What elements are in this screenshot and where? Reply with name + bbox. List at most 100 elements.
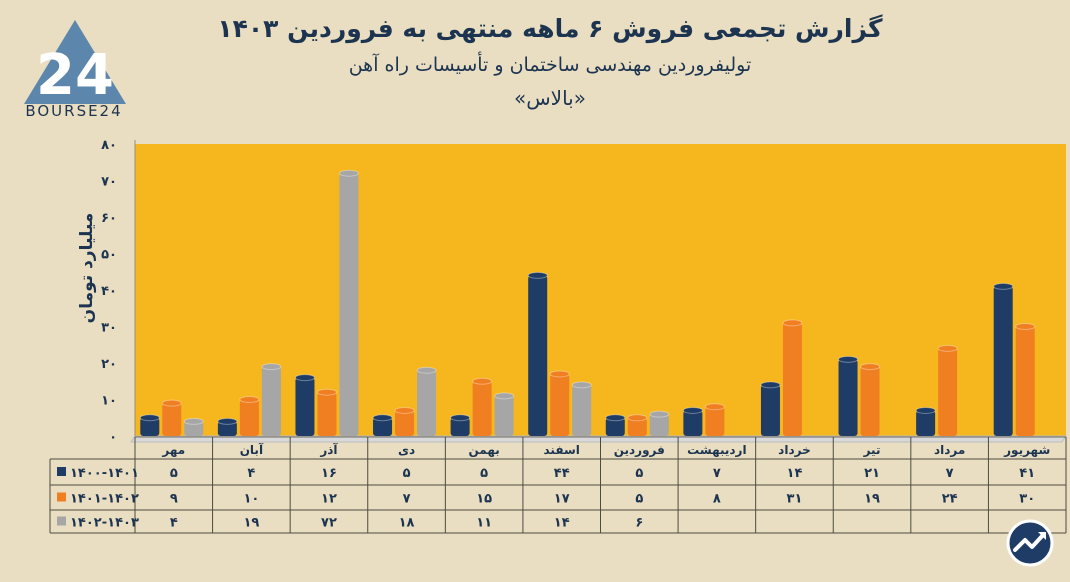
data-label: ۱۴ [554,516,570,531]
category-label: آبان [240,442,264,457]
data-label: ۷ [403,492,411,507]
data-label: ۷۲ [321,516,337,531]
bar [627,417,647,436]
logo-triangle-icon: 24 [24,20,126,108]
bar-top [494,392,515,400]
data-label: ۱۹ [243,516,259,531]
bar [916,410,936,436]
bar-top [416,366,437,374]
bar-top [338,169,359,177]
chart-title: گزارش تجمعی فروش ۶ ماهه منتهی به فروردین… [217,14,883,43]
category-label: اردیبهشت [687,443,746,457]
data-label: ۸ [713,492,721,507]
bar [550,373,570,436]
logo-text: BOURSE24 [25,102,123,120]
bar-top [316,388,337,396]
category-label: خرداد [778,443,811,457]
bar-top [838,355,859,363]
category-label: شهریور [1003,443,1050,458]
data-label: ۴۱ [1019,466,1035,481]
data-label: ۴ [170,516,178,531]
category-label: مرداد [934,443,965,457]
y-tick-label: ۲۰ [101,357,117,372]
bourse24-logo: 24 [20,16,130,124]
bar [572,384,592,436]
bar [760,384,780,436]
bar-top [549,370,570,378]
bar-top [372,414,393,422]
bar-top [993,282,1014,290]
data-label: ۷ [713,466,721,481]
data-label: ۶ [635,516,643,531]
bar [472,381,492,436]
data-label: ۵ [480,466,488,481]
bar-top [450,414,471,422]
bar [295,377,315,436]
plot-area [135,144,1066,436]
legend-swatch [57,492,66,502]
bar [217,421,237,436]
legend-label: ۱۴۰۱-۱۴۰۲ [70,492,139,507]
category-label: بهمن [468,443,499,457]
category-label: اسفند [544,443,580,457]
bar-top [627,414,648,422]
data-label: ۱۹ [864,492,880,507]
bar [860,366,880,436]
bar-top [294,374,315,382]
bar [705,406,725,436]
bar [339,173,359,436]
bar-top [605,414,626,422]
logo-mark: 24 [36,43,114,108]
bar-top [261,363,282,371]
data-label: ۱۵ [476,492,492,507]
y-tick-label: ۶۰ [101,211,117,226]
y-tick-label: ۴۰ [101,284,117,299]
data-label: ۱۷ [554,492,570,507]
bar [373,417,393,436]
data-label: ۱۱ [476,516,492,531]
bar-top [1015,323,1036,330]
y-tick-label: ۰ [109,430,117,445]
company-name: تولیفروردین مهندسی ساختمان و تأسیسات راه… [348,54,752,76]
bar [1015,326,1035,436]
bar [683,410,703,436]
data-label: ۱۶ [321,466,337,481]
data-label: ۹ [170,492,178,507]
bar [162,403,182,436]
bar [605,417,625,436]
ticker-symbol: «بالاس» [514,86,586,110]
data-label: ۱۰ [243,492,259,507]
bar-top [217,417,238,425]
bar [239,399,259,436]
bar-top [239,396,260,403]
bar [494,395,514,436]
bar-top [161,399,182,407]
bar-top [782,319,803,327]
y-tick-label: ۷۰ [101,175,117,190]
bar-top [472,377,493,385]
bar [395,410,415,436]
bar-top [915,406,936,414]
y-tick-label: ۵۰ [101,248,117,263]
bar [317,392,337,436]
bar [417,370,437,436]
legend-label: ۱۴۰۲-۱۴۰۳ [70,516,139,531]
data-label: ۷ [946,466,954,481]
data-label: ۵ [635,492,643,507]
data-label: ۵ [403,466,411,481]
bar [184,421,204,436]
bar-top [760,381,781,389]
category-label: فروردین [614,443,665,458]
y-tick-label: ۳۰ [101,321,117,336]
bar-top [860,363,881,371]
bar [140,417,160,436]
data-label: ۴ [247,466,255,481]
bar [261,366,281,436]
bar [938,348,958,436]
data-label: ۱۸ [399,516,415,531]
data-label: ۵ [635,466,643,481]
bar-top [139,414,160,422]
bar [993,286,1013,436]
growth-badge-icon [1005,518,1055,572]
